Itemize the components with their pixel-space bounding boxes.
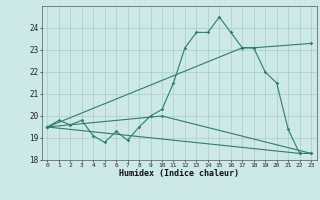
X-axis label: Humidex (Indice chaleur): Humidex (Indice chaleur) [119, 169, 239, 178]
